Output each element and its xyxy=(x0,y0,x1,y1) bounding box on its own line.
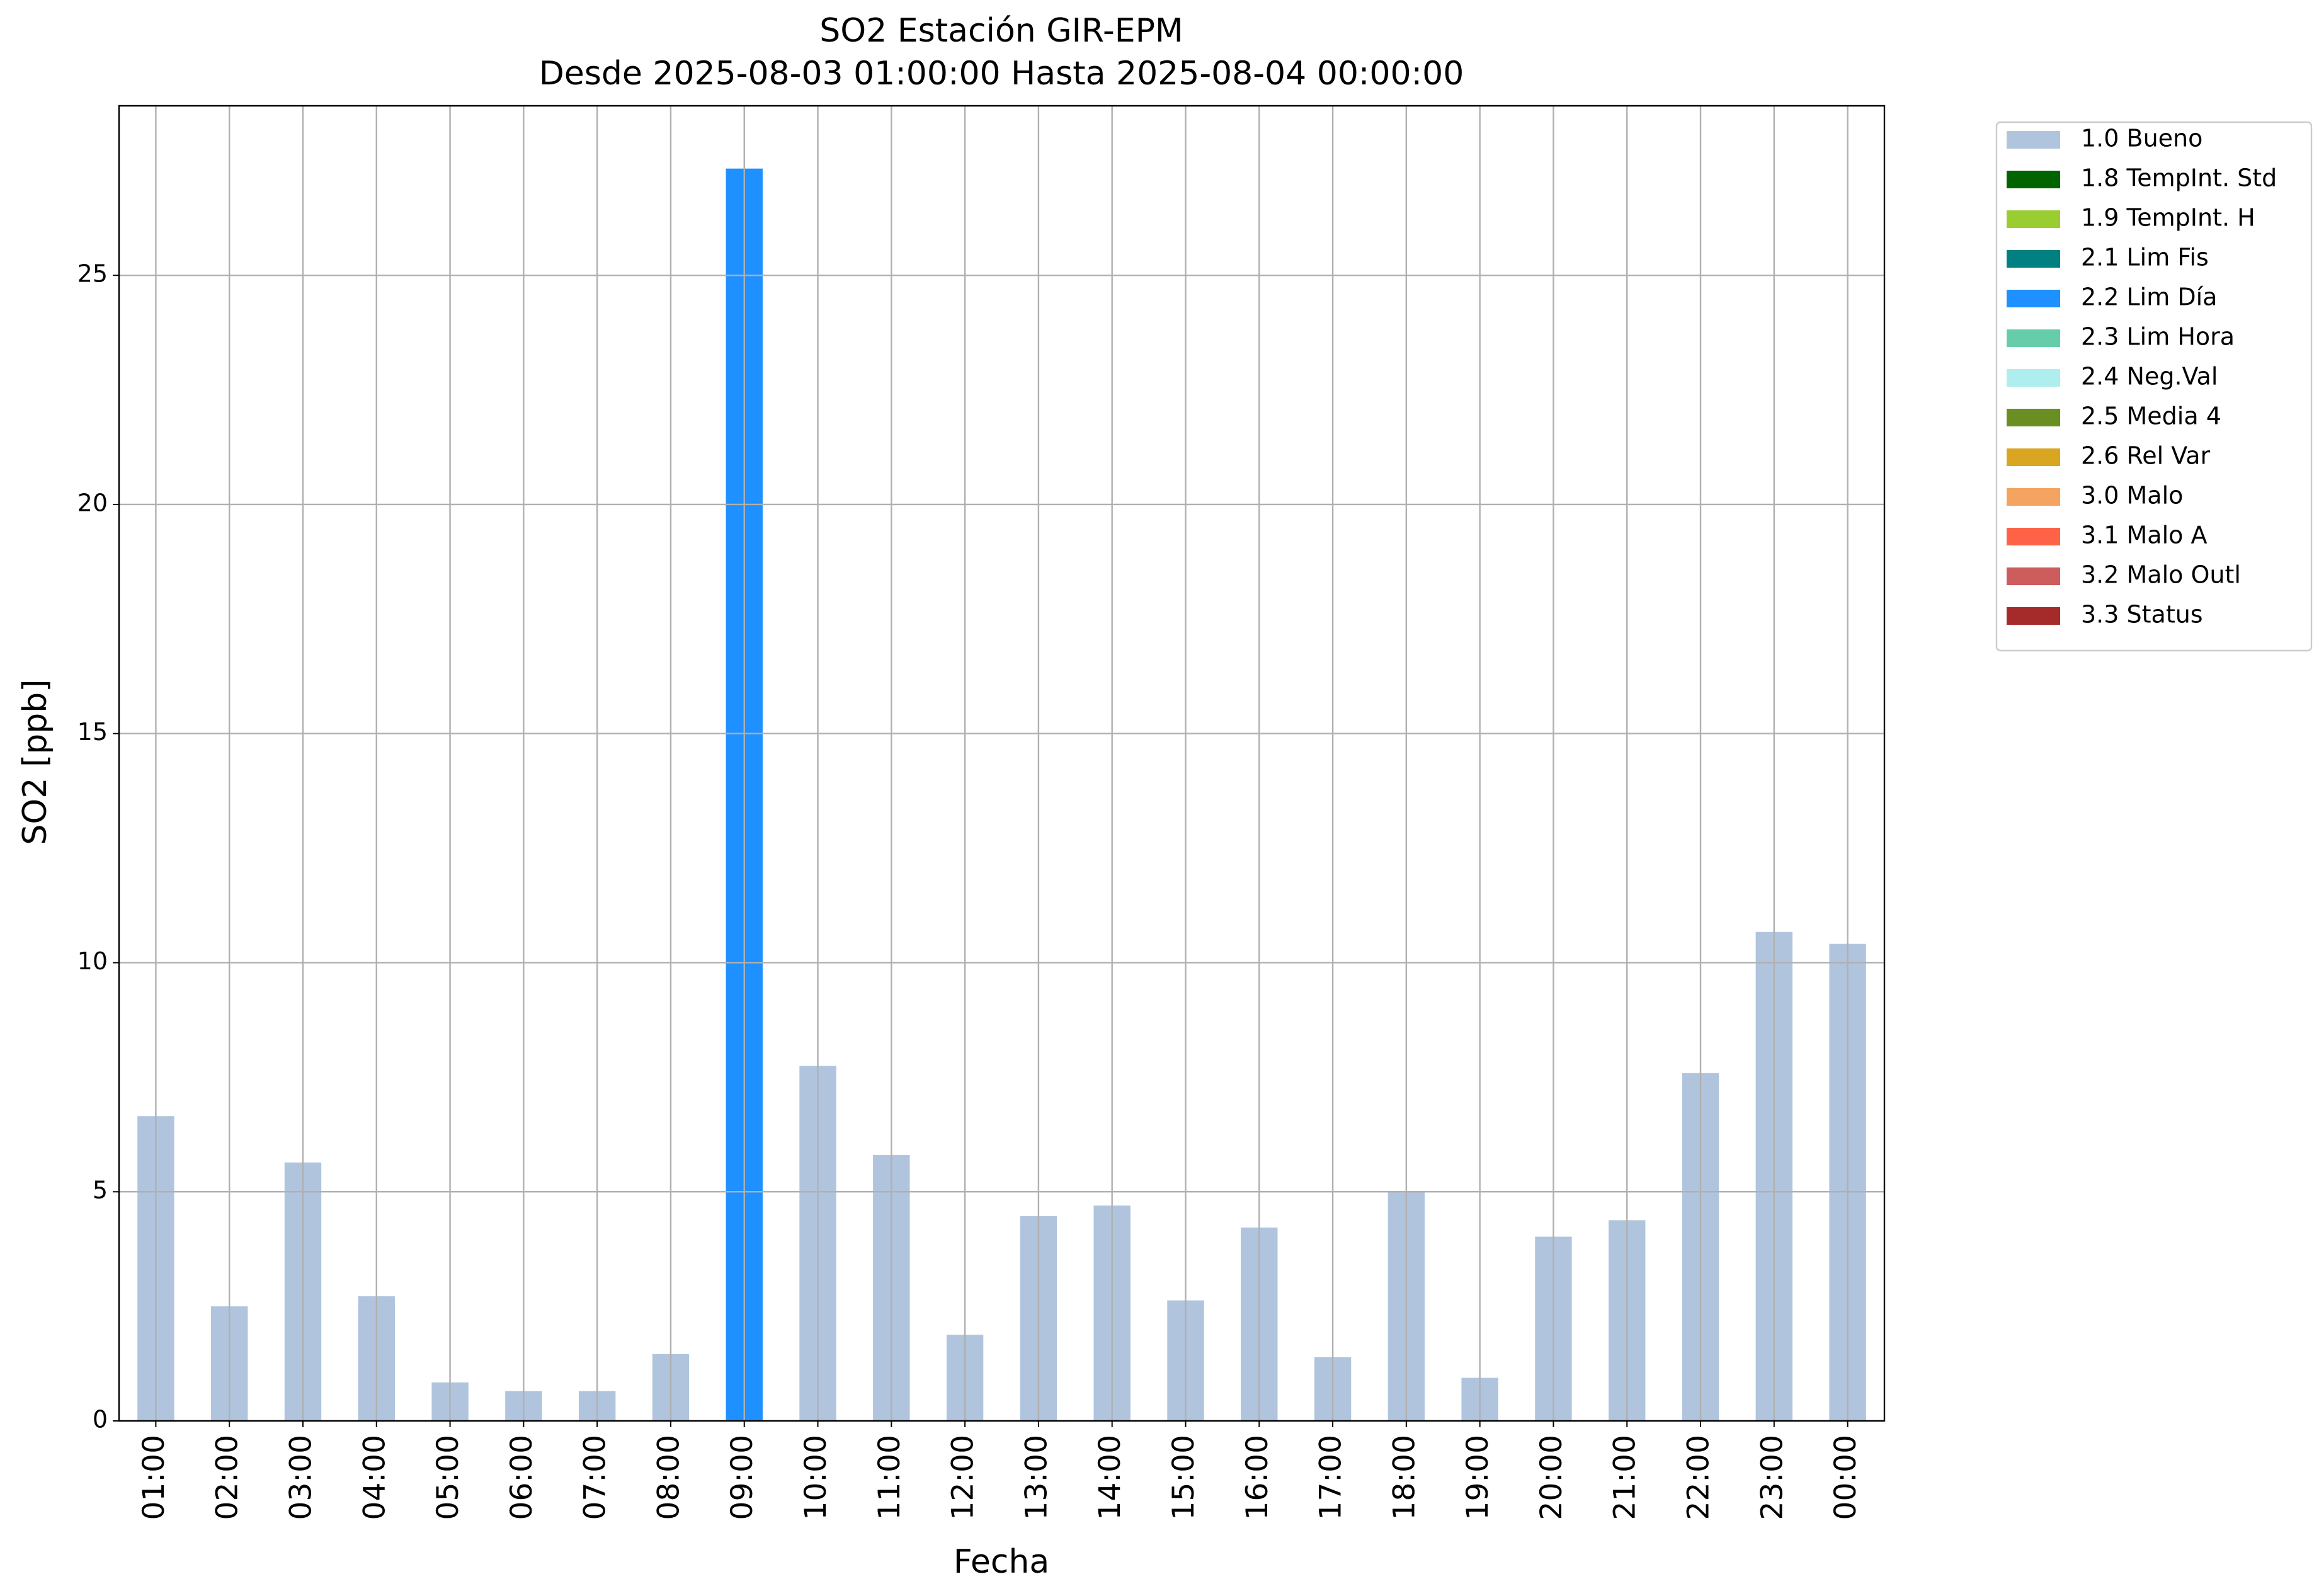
legend-label: 3.1 Malo A xyxy=(2081,522,2207,549)
legend-swatch xyxy=(2007,329,2060,347)
x-tick-label: 18:00 xyxy=(1387,1435,1422,1520)
legend-swatch xyxy=(2007,567,2060,585)
plot-frame xyxy=(118,105,1886,1422)
legend-label: 3.3 Status xyxy=(2081,601,2203,629)
legend-swatch xyxy=(2007,448,2060,466)
legend-label: 2.5 Media 4 xyxy=(2081,402,2221,430)
x-tick-label: 11:00 xyxy=(872,1435,907,1520)
chart-title: SO2 Estación GIR-EPM xyxy=(819,12,1183,50)
x-tick-label: 20:00 xyxy=(1534,1435,1569,1520)
x-tick-label: 12:00 xyxy=(946,1435,981,1520)
legend-swatch xyxy=(2007,250,2060,268)
x-tick-label: 15:00 xyxy=(1166,1435,1201,1520)
legend-label: 3.0 Malo xyxy=(2081,482,2183,510)
legend-swatch xyxy=(2007,607,2060,625)
x-tick-label: 09:00 xyxy=(725,1435,760,1520)
x-tick-label: 19:00 xyxy=(1461,1435,1495,1520)
legend-label: 1.8 TempInt. Std xyxy=(2081,164,2277,192)
x-tick-label: 01:00 xyxy=(137,1435,171,1520)
legend-label: 2.3 Lim Hora xyxy=(2081,323,2235,351)
x-axis-label: Fecha xyxy=(954,1543,1049,1581)
x-tick-label: 05:00 xyxy=(431,1435,465,1520)
legend-swatch xyxy=(2007,409,2060,426)
x-tick-label: 07:00 xyxy=(578,1435,613,1520)
legend-label: 1.9 TempInt. H xyxy=(2081,204,2255,232)
x-tick-label: 08:00 xyxy=(651,1435,686,1520)
y-axis-label: SO2 [ppb] xyxy=(16,679,54,845)
x-tick-label: 16:00 xyxy=(1240,1435,1275,1520)
y-tick-label: 15 xyxy=(77,718,108,746)
legend-label: 2.4 Neg.Val xyxy=(2081,363,2218,390)
legend-label: 2.1 Lim Fis xyxy=(2081,244,2209,271)
x-tick-label: 14:00 xyxy=(1093,1435,1127,1520)
y-tick-label: 0 xyxy=(93,1406,108,1434)
x-tick-label: 22:00 xyxy=(1682,1435,1716,1520)
y-tick-label: 20 xyxy=(77,489,108,516)
chart-subtitle: Desde 2025-08-03 01:00:00 Hasta 2025-08-… xyxy=(539,55,1464,93)
x-tick-label: 21:00 xyxy=(1608,1435,1643,1520)
x-tick-label: 00:00 xyxy=(1828,1435,1863,1520)
legend-swatch xyxy=(2007,369,2060,387)
legend-swatch xyxy=(2007,210,2060,228)
legend-label: 2.6 Rel Var xyxy=(2081,442,2211,470)
legend-frame xyxy=(1995,121,2313,652)
y-tick-label: 10 xyxy=(77,947,108,975)
x-tick-label: 17:00 xyxy=(1314,1435,1348,1520)
legend-label: 2.2 Lim Día xyxy=(2081,283,2217,311)
legend-label: 3.2 Malo Outl xyxy=(2081,561,2241,589)
legend-swatch xyxy=(2007,131,2060,149)
legend-swatch xyxy=(2007,528,2060,545)
y-tick-label: 25 xyxy=(77,260,108,288)
x-tick-label: 04:00 xyxy=(357,1435,392,1520)
x-tick-label: 06:00 xyxy=(504,1435,539,1520)
x-tick-label: 02:00 xyxy=(210,1435,245,1520)
x-tick-label: 03:00 xyxy=(283,1435,318,1520)
y-tick-label: 5 xyxy=(93,1177,108,1204)
legend-swatch xyxy=(2007,171,2060,188)
legend-swatch xyxy=(2007,488,2060,506)
x-tick-label: 10:00 xyxy=(799,1435,833,1520)
legend-swatch xyxy=(2007,290,2060,307)
x-tick-label: 23:00 xyxy=(1755,1435,1789,1520)
legend-label: 1.0 Bueno xyxy=(2081,125,2202,152)
x-tick-label: 13:00 xyxy=(1019,1435,1054,1520)
